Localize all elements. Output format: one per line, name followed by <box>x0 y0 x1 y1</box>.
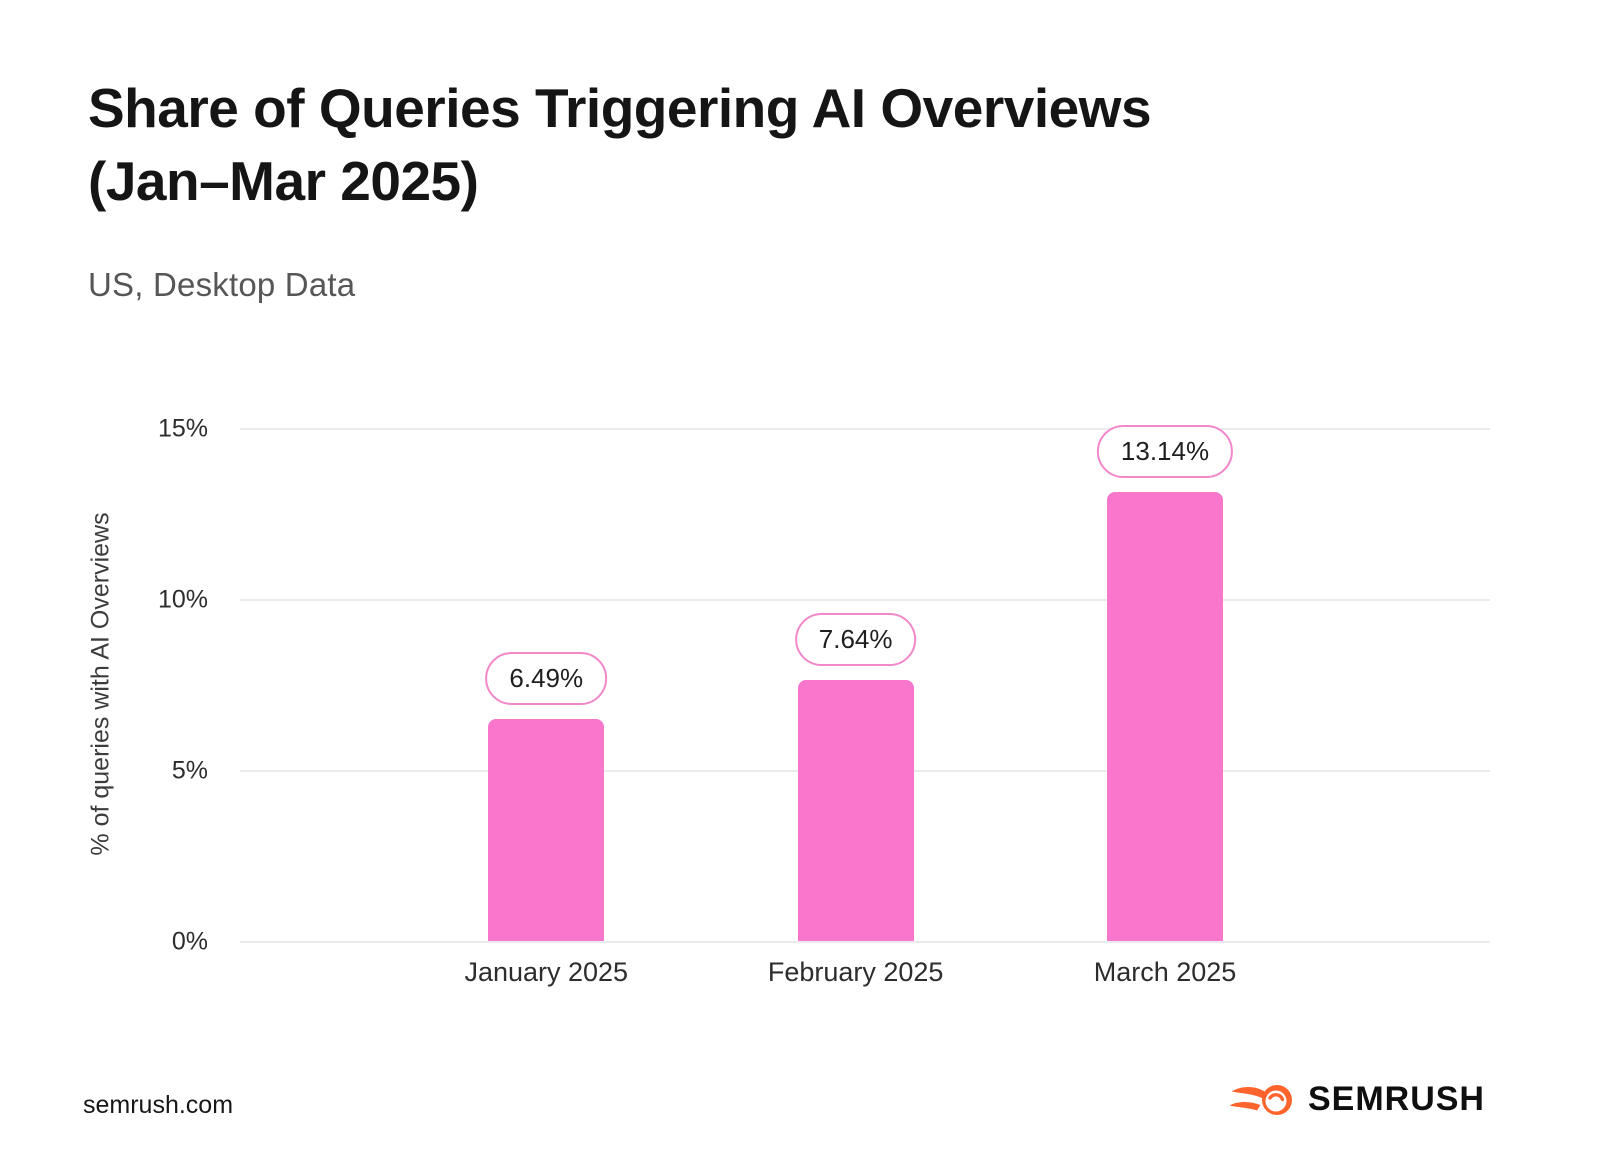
y-tick-label: 0% <box>171 927 208 956</box>
value-label-pill: 13.14% <box>1096 424 1234 478</box>
semrush-flame-icon <box>1229 1084 1292 1115</box>
y-tick-label: 10% <box>157 585 208 614</box>
brand-wordmark: SEMRUSH <box>1307 1080 1485 1118</box>
y-tick-label: 15% <box>157 414 208 443</box>
gridline-0% <box>240 941 1490 943</box>
x-tick-label: January 2025 <box>464 957 629 987</box>
semrush-logo: SEMRUSH <box>1229 1080 1485 1119</box>
gridline-10% <box>240 599 1490 601</box>
value-label-pill: 7.64% <box>794 612 917 666</box>
chart-subtitle: US, Desktop Data <box>88 266 356 303</box>
gridline-15% <box>240 428 1490 430</box>
source-link[interactable]: semrush.com <box>83 1091 234 1119</box>
y-axis-label: % of queries with AI Overviews <box>86 512 115 856</box>
title-line-2: (Jan–Mar 2025) <box>88 150 479 212</box>
bar-january-2025 <box>488 719 605 941</box>
value-label-pill: 6.49% <box>485 652 608 706</box>
page-title: Share of Queries Triggering AI Overviews… <box>88 72 1428 218</box>
plot-area: 6.49% 7.64% 13.14% <box>240 424 1490 943</box>
bar-february-2025 <box>797 679 914 941</box>
title-line-1: Share of Queries Triggering AI Overviews <box>88 77 1152 139</box>
x-tick-label: March 2025 <box>1093 957 1237 987</box>
bar-march-2025 <box>1107 491 1223 941</box>
y-tick-label: 5% <box>171 756 208 785</box>
x-tick-label: February 2025 <box>767 957 944 987</box>
